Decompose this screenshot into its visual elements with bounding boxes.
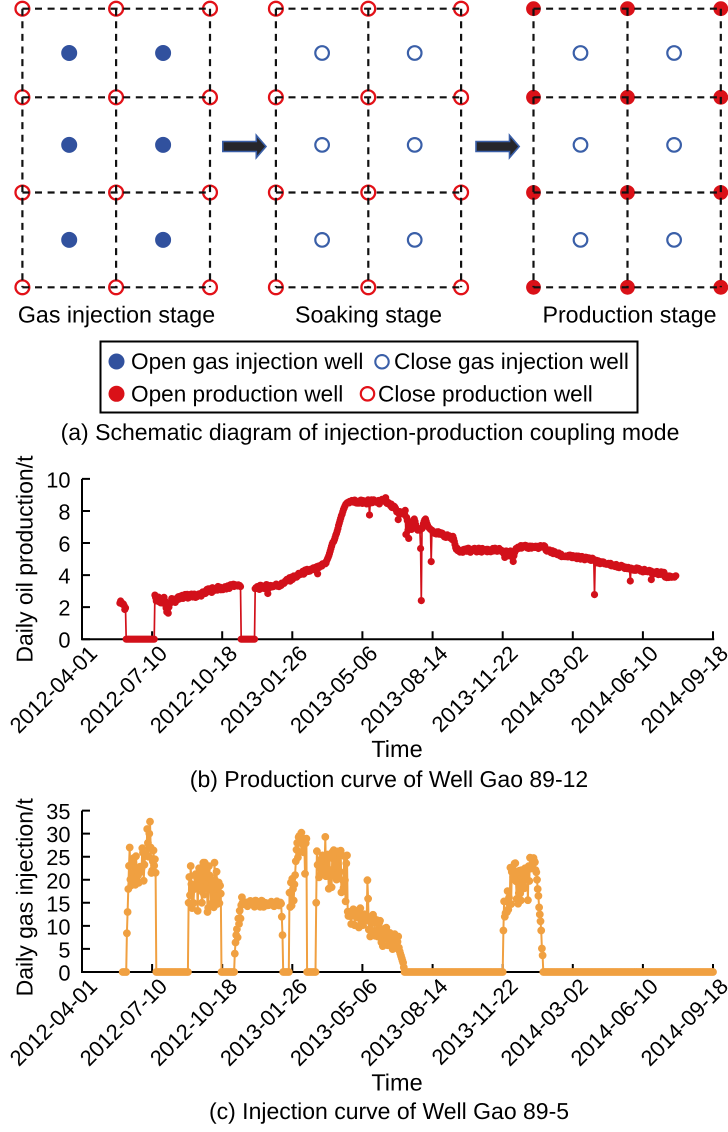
svg-text:10: 10 [46,914,70,939]
svg-text:(a) Schematic diagram of injec: (a) Schematic diagram of injection-produ… [61,419,680,445]
svg-text:4: 4 [58,564,70,589]
svg-text:Open gas injection well: Open gas injection well [131,349,363,374]
svg-text:35: 35 [46,799,70,824]
svg-text:Daily oil production/t: Daily oil production/t [12,455,38,663]
svg-text:Soaking stage: Soaking stage [295,302,442,328]
svg-text:Open production well: Open production well [131,382,343,407]
svg-text:Gas injection stage: Gas injection stage [18,302,215,328]
svg-text:(c) Injection curve of Well Ga: (c) Injection curve of Well Gao 89-5 [209,1098,569,1124]
svg-text:5: 5 [58,937,70,962]
svg-text:Daily gas injection/t: Daily gas injection/t [12,798,38,997]
svg-text:Production stage: Production stage [542,302,716,328]
svg-text:0: 0 [58,628,70,653]
svg-text:30: 30 [46,822,70,847]
svg-text:6: 6 [58,532,70,557]
svg-text:Close production well: Close production well [378,382,593,407]
svg-text:(b) Production curve of Well G: (b) Production curve of Well Gao 89-12 [190,766,588,792]
svg-text:0: 0 [58,961,70,986]
svg-text:Time: Time [371,736,422,762]
svg-text:Time: Time [371,1070,422,1096]
svg-text:2: 2 [58,596,70,621]
svg-text:20: 20 [46,868,70,893]
svg-text:8: 8 [58,500,70,525]
svg-text:15: 15 [46,891,70,916]
svg-text:Close gas injection well: Close gas injection well [394,349,629,374]
svg-text:25: 25 [46,845,70,870]
svg-text:10: 10 [46,467,70,492]
